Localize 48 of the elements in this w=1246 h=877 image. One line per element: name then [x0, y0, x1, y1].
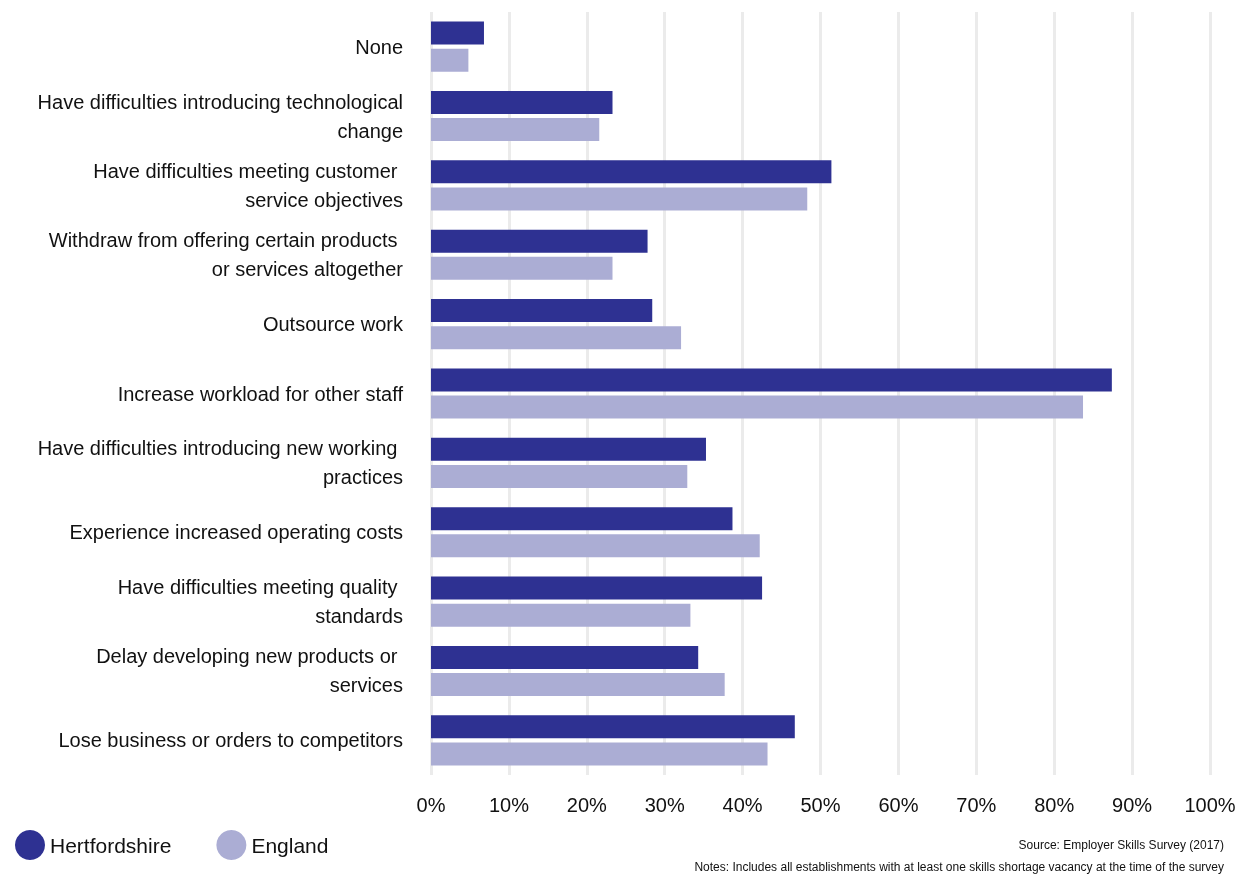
bar [431, 742, 768, 766]
source-note: Source: Employer Skills Survey (2017) [1018, 838, 1224, 852]
x-tick-label: 30% [644, 794, 685, 816]
bar [431, 229, 648, 253]
bar [431, 576, 763, 600]
bar [431, 326, 682, 350]
y-tick-label: Have difficulties introducing new working practices [37, 437, 403, 489]
text: Notes: Includes all establishments with at least one skills shortage vacancy at the time of the survey [694, 860, 1224, 874]
bar [431, 715, 795, 739]
x-tick-label: 100% [1184, 794, 1236, 816]
bar [431, 645, 699, 669]
y-tick-label: Withdraw from offering certain products or services altogether [48, 229, 404, 281]
x-tick-label: 40% [722, 794, 763, 816]
bar [431, 368, 1112, 392]
x-tick-label: 80% [1034, 794, 1075, 816]
x-tick-label: 20% [566, 794, 608, 816]
y-tick-label: Have difficulties introducing technological change [37, 90, 403, 142]
y-tick-label: None [355, 35, 403, 58]
bar [431, 673, 725, 697]
y-tick-label: Increase workload for other staff [117, 382, 404, 405]
legend-label: Hertfordshire [50, 833, 172, 857]
bar [431, 534, 760, 558]
y-tick-label: Lose business or orders to competitors [58, 729, 403, 752]
bar [431, 21, 484, 45]
bar [431, 603, 691, 627]
bar [431, 299, 653, 323]
y-tick-label: Have difficulties meeting customer service objectives [93, 159, 403, 211]
x-tick-label: 60% [878, 794, 919, 816]
bar [431, 187, 808, 211]
bar [431, 464, 688, 488]
bar [431, 90, 613, 114]
bar [431, 395, 1084, 419]
bar [431, 437, 706, 461]
bar [431, 507, 733, 531]
bar [431, 256, 613, 280]
y-tick-label: Delay developing new products or services [96, 645, 403, 697]
bar [431, 160, 832, 184]
x-tick-label: 90% [1112, 794, 1153, 816]
bar [431, 48, 469, 72]
legend-label: England [251, 833, 329, 857]
bar [431, 118, 600, 142]
x-tick-label: 50% [800, 794, 841, 816]
x-tick-label: 70% [956, 794, 997, 816]
y-tick-label: Outsource work [262, 313, 404, 336]
y-tick-label: Have difficulties meeting quality standards [117, 576, 403, 628]
x-tick-label: 0% [416, 794, 446, 816]
x-tick-label: 10% [488, 794, 530, 816]
y-tick-label: Experience increased operating costs [69, 521, 403, 544]
